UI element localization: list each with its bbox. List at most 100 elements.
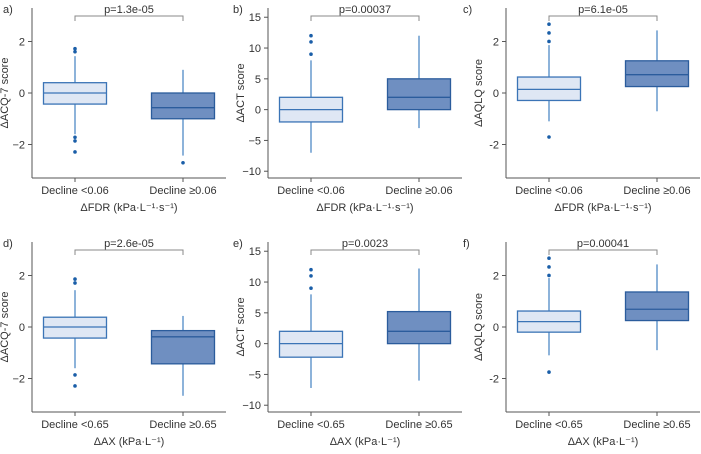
significance-bracket bbox=[548, 249, 658, 255]
outlier-point bbox=[309, 267, 313, 272]
box bbox=[624, 60, 690, 88]
p-value-label: p=0.00037 bbox=[339, 4, 391, 16]
panel-letter: d) bbox=[3, 238, 13, 250]
x-axis-label: ΔFDR (kPa·L⁻¹·s⁻¹) bbox=[554, 202, 651, 214]
box bbox=[150, 92, 216, 120]
outlier-point bbox=[73, 135, 77, 140]
y-axis-label: ΔACT score bbox=[235, 297, 247, 356]
panel-e: e) 15 10 5 0 −5 −10 ΔACT score p=0.0023 Decline <… bbox=[233, 238, 462, 448]
outlier-point bbox=[547, 22, 551, 27]
y-tick-label: 10 bbox=[249, 277, 261, 289]
outlier-point bbox=[309, 52, 313, 56]
x-tick-label: Decline ≥0.06 bbox=[149, 185, 216, 197]
y-axis-label: ΔAQLQ score bbox=[473, 59, 485, 127]
y-tick-label: 15 bbox=[249, 246, 261, 258]
x-tick-label: Decline ≥0.06 bbox=[623, 185, 690, 197]
x-tick-label: Decline ≥0.65 bbox=[385, 419, 452, 431]
outlier-point bbox=[309, 40, 313, 44]
y-tick-label: -2 bbox=[489, 374, 499, 386]
box bbox=[150, 329, 216, 365]
x-tick-label: Decline <0.65 bbox=[277, 419, 345, 431]
panel-c: c) 2 0 -2 ΔAQLQ score p=6.1e-05 Decline <0.06 D… bbox=[463, 4, 700, 214]
panel-b: b) 15 10 5 0 −5 −10 ΔACT score p=0.00037 Decline … bbox=[233, 4, 462, 214]
panel-letter: b) bbox=[233, 4, 243, 16]
y-tick-label: 0 bbox=[19, 322, 25, 334]
x-axis-label: ΔAX (kPa·L⁻¹) bbox=[330, 436, 401, 448]
significance-bracket bbox=[548, 15, 658, 21]
outlier-point bbox=[73, 373, 77, 377]
p-value-label: p=0.00041 bbox=[577, 238, 629, 250]
outlier-point bbox=[73, 150, 77, 154]
y-tick-label: −10 bbox=[242, 166, 261, 178]
outlier-point bbox=[309, 274, 313, 278]
box bbox=[386, 78, 452, 111]
outlier-point bbox=[547, 265, 551, 269]
x-tick-label: Decline <0.65 bbox=[41, 419, 109, 431]
y-tick-label: 0 bbox=[19, 88, 25, 100]
p-value-label: p=2.6e-05 bbox=[104, 238, 154, 250]
y-tick-label: −2 bbox=[12, 140, 25, 152]
x-tick-label: Decline ≥0.65 bbox=[623, 419, 690, 431]
outlier-point bbox=[309, 286, 313, 290]
y-tick-label: 0 bbox=[255, 339, 261, 351]
significance-bracket bbox=[74, 15, 184, 21]
outlier-point bbox=[73, 49, 77, 54]
outlier-point bbox=[181, 161, 185, 165]
outlier-point bbox=[309, 33, 313, 38]
p-value-label: p=0.0023 bbox=[342, 238, 388, 250]
panel-letter: c) bbox=[463, 4, 472, 16]
x-tick-label: Decline <0.06 bbox=[41, 185, 109, 197]
x-tick-label: Decline <0.06 bbox=[277, 185, 345, 197]
x-tick-label: Decline ≥0.06 bbox=[385, 185, 452, 197]
panel-letter: e) bbox=[233, 238, 243, 250]
x-axis-label: ΔAX (kPa·L⁻¹) bbox=[94, 436, 165, 448]
x-axis-label: ΔFDR (kPa·L⁻¹·s⁻¹) bbox=[316, 202, 413, 214]
y-axis-label: ΔAQLQ score bbox=[473, 293, 485, 361]
p-value-label: p=1.3e-05 bbox=[104, 4, 154, 16]
outlier-point bbox=[547, 370, 551, 374]
x-tick-label: Decline <0.06 bbox=[515, 185, 583, 197]
y-tick-label: 2 bbox=[493, 270, 499, 282]
x-axis-label: ΔAX (kPa·L⁻¹) bbox=[568, 436, 639, 448]
y-tick-label: 5 bbox=[255, 308, 261, 320]
x-tick-label: Decline ≥0.65 bbox=[149, 419, 216, 431]
y-tick-label: −2 bbox=[12, 374, 25, 386]
panel-f: f) 2 0 -2 ΔAQLQ score p=0.00041 Decline <0.65 D… bbox=[463, 238, 700, 448]
outlier-point bbox=[547, 273, 551, 278]
y-tick-label: −5 bbox=[248, 369, 261, 381]
y-tick-label: 5 bbox=[255, 74, 261, 86]
y-axis-label: ΔACQ-7 score bbox=[0, 292, 11, 363]
y-tick-label: −5 bbox=[248, 135, 261, 147]
outlier-point bbox=[73, 139, 77, 143]
outlier-point bbox=[547, 39, 551, 44]
x-axis-label: ΔFDR (kPa·L⁻¹·s⁻¹) bbox=[80, 202, 177, 214]
y-tick-label: 10 bbox=[249, 43, 261, 55]
y-tick-label: 15 bbox=[249, 12, 261, 24]
y-tick-label: -2 bbox=[489, 140, 499, 152]
y-axis-label: ΔACT score bbox=[235, 63, 247, 122]
y-tick-label: 0 bbox=[493, 88, 499, 100]
box bbox=[386, 310, 452, 345]
y-tick-label: 2 bbox=[19, 36, 25, 48]
outlier-point bbox=[73, 277, 77, 281]
significance-bracket bbox=[310, 249, 420, 255]
y-tick-label: 2 bbox=[493, 36, 499, 48]
significance-bracket bbox=[310, 15, 420, 21]
box bbox=[624, 291, 690, 322]
panel-letter: f) bbox=[463, 238, 470, 250]
y-tick-label: −10 bbox=[242, 400, 261, 412]
outlier-point bbox=[73, 46, 77, 51]
outlier-point bbox=[73, 281, 77, 285]
outlier-point bbox=[73, 384, 77, 388]
x-tick-label: Decline <0.65 bbox=[515, 419, 583, 431]
panel-letter: a) bbox=[3, 4, 13, 16]
outlier-point bbox=[547, 135, 551, 139]
p-value-label: p=6.1e-05 bbox=[578, 4, 628, 16]
y-axis-label: ΔACQ-7 score bbox=[0, 58, 11, 129]
outlier-point bbox=[547, 256, 551, 261]
outlier-point bbox=[547, 31, 551, 35]
y-tick-label: 2 bbox=[19, 270, 25, 282]
